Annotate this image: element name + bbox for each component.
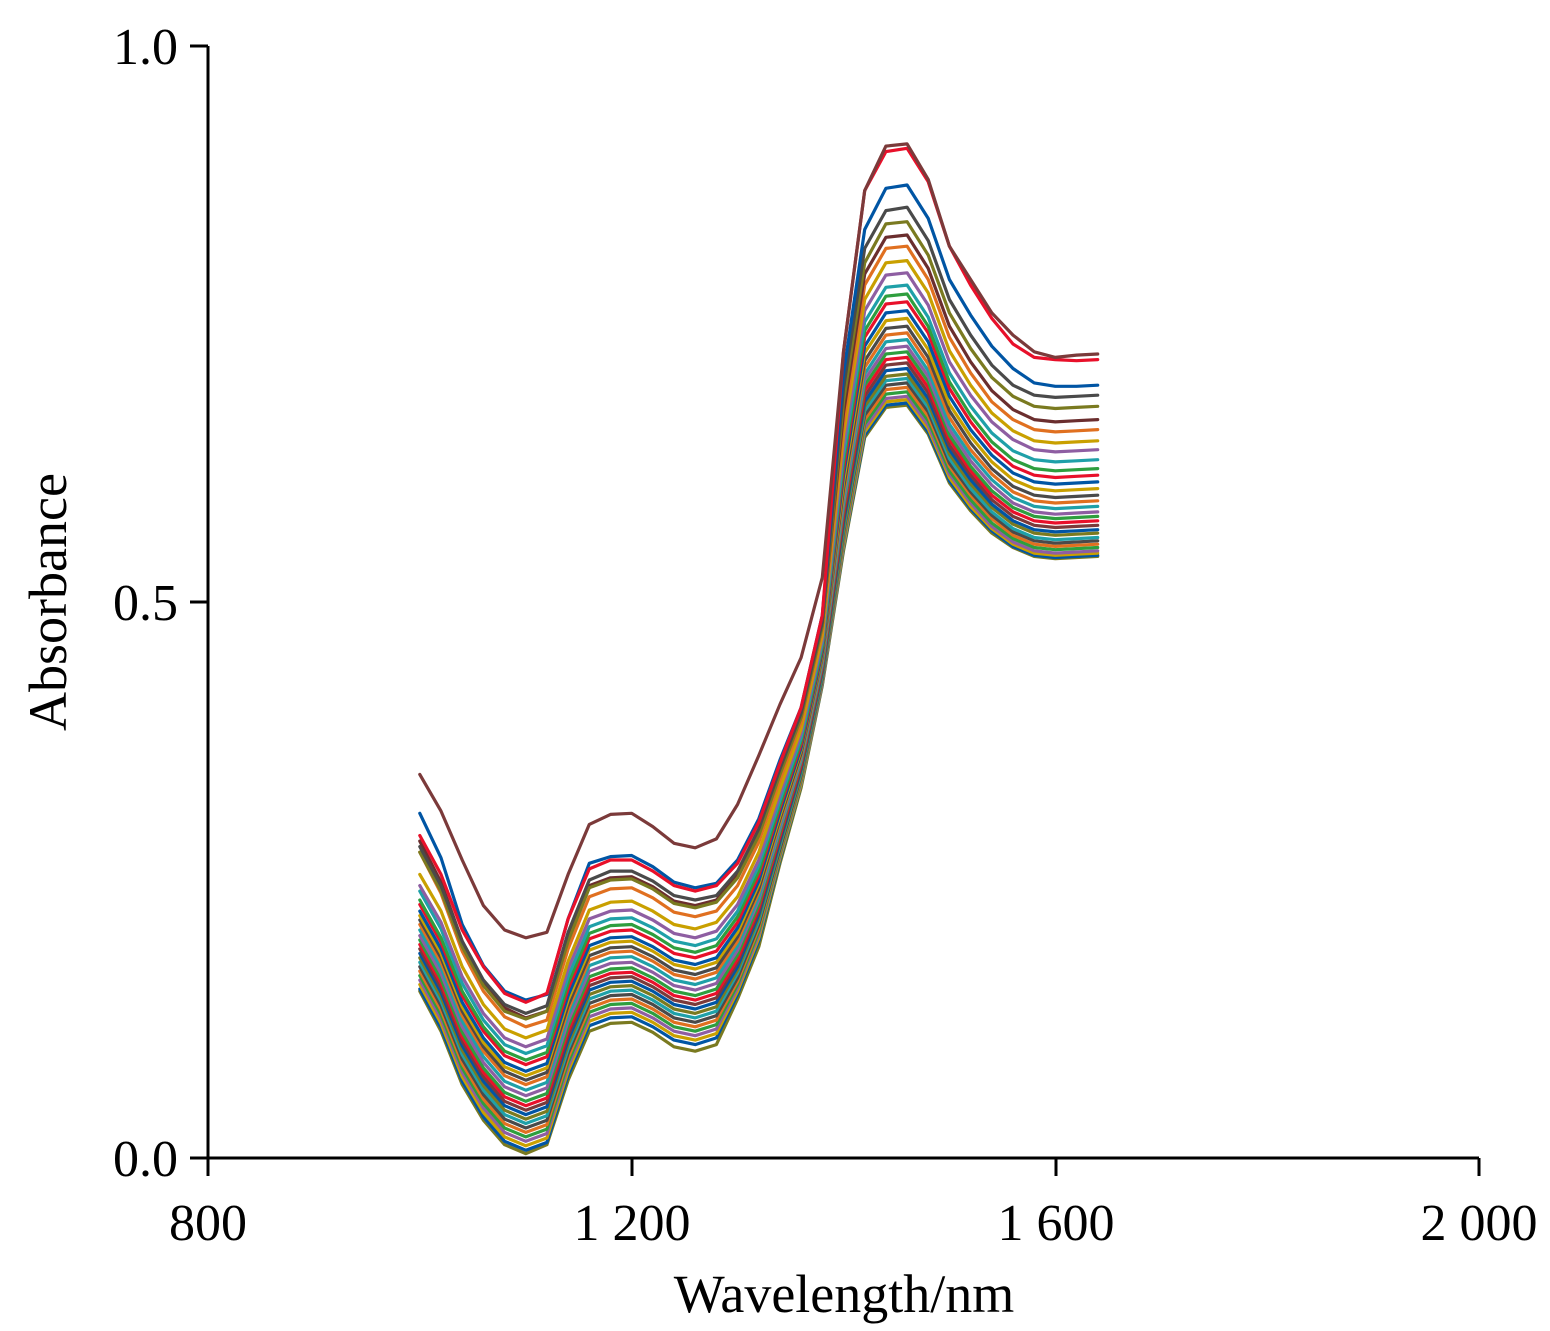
x-tick-label-2: 1 200 <box>574 1195 691 1252</box>
x-tick-label-4: 2 000 <box>1421 1195 1538 1252</box>
plot-lines <box>418 142 1100 1156</box>
y-tick-label-2: 0.5 <box>113 575 178 632</box>
spectrum-line-7 <box>418 244 1100 1029</box>
y-axis-title: Absorbance <box>18 473 78 731</box>
spectrum-line-8 <box>418 259 1100 1040</box>
spectrum-line-5 <box>418 220 1100 1021</box>
spectrum-line-19 <box>418 350 1100 1103</box>
spectrum-line-4 <box>418 205 1100 1016</box>
spectrum-line-11 <box>418 292 1100 1062</box>
spectrum-line-10 <box>418 283 1100 1056</box>
spectrum-line-9 <box>418 271 1100 1049</box>
spectrum-line-12 <box>418 300 1100 1067</box>
spectrum-line-13 <box>418 309 1100 1073</box>
spectrum-line-20 <box>418 355 1100 1108</box>
spectrum-line-2 <box>418 146 1100 1004</box>
y-tick-label-1: 0.0 <box>113 1131 178 1188</box>
spectrum-line-14 <box>418 316 1100 1078</box>
spectrum-line-22 <box>418 366 1100 1117</box>
spectrum-line-23 <box>418 372 1100 1121</box>
spectrum-line-17 <box>418 338 1100 1092</box>
x-tick-label-3: 1 600 <box>998 1195 1115 1252</box>
x-axis-title: Wavelength/nm <box>674 1264 1015 1324</box>
spectrum-line-1 <box>418 142 1100 940</box>
spectrum-line-15 <box>418 324 1100 1082</box>
y-tick-label-3: 1.0 <box>113 19 178 76</box>
x-tick-label-1: 800 <box>169 1195 247 1252</box>
